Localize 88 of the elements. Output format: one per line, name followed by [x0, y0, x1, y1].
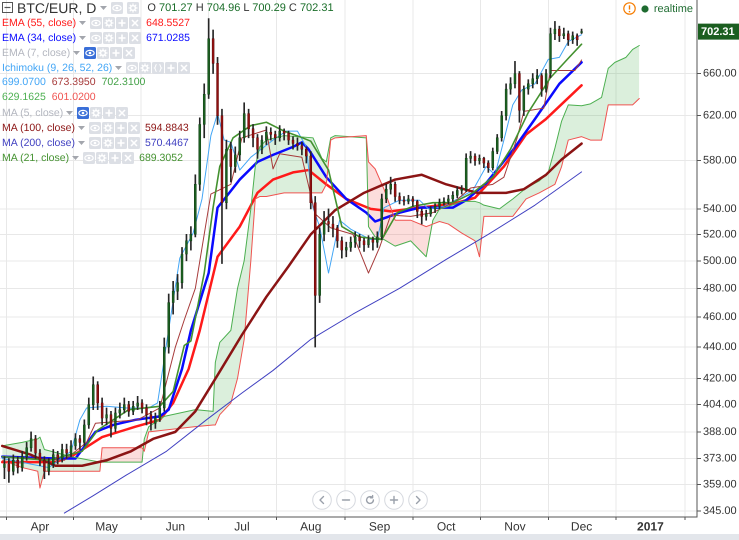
candlestick [518, 71, 521, 123]
candlestick [74, 433, 77, 450]
candlestick [180, 247, 184, 289]
candlestick [150, 410, 152, 430]
candlestick [327, 208, 330, 232]
y-tick-label: 359.00 [703, 478, 737, 490]
candlestick [438, 198, 441, 210]
candlestick [296, 137, 299, 151]
y-tick-label: 345.00 [703, 505, 737, 518]
annotation: 699.0700 [2, 75, 46, 90]
x-tick-label: Oct [436, 520, 456, 534]
candlestick [287, 130, 290, 145]
annotation: 594.8843 [144, 122, 189, 134]
candlestick [398, 192, 401, 204]
annotation: realtime [654, 2, 693, 14]
candlestick [3, 456, 6, 479]
x-tick-label: Jun [166, 520, 186, 534]
text: MA (100, close) [2, 122, 75, 134]
candlestick [554, 21, 556, 40]
candlestick [140, 399, 144, 414]
candlestick [70, 440, 72, 457]
text: EMA (34, close) [2, 32, 76, 44]
annotation: 629.1625 [2, 90, 46, 105]
candlestick [407, 194, 410, 204]
x-tick-label: May [95, 520, 118, 534]
x-tick-label: 2017 [637, 520, 664, 534]
candlestick [402, 196, 406, 206]
text: MA (21, close) [2, 152, 70, 164]
candlestick [252, 124, 254, 148]
candlestick [185, 234, 188, 262]
y-tick-label: 580.00 [703, 154, 737, 167]
candlestick [220, 108, 224, 264]
candlestick [292, 136, 294, 150]
candlestick [34, 435, 37, 459]
x-tick-label: Dec [570, 520, 592, 534]
text: MA (200, close) [2, 136, 75, 148]
candlestick [509, 77, 512, 95]
y-tick-label: 620.00 [703, 110, 737, 122]
candlestick [216, 57, 219, 125]
candlestick [478, 154, 481, 165]
candlestick [114, 408, 117, 432]
candlestick [256, 134, 259, 159]
annotation: 689.3052 [139, 152, 183, 164]
x-tick-label: Apr [30, 520, 50, 534]
annotation: 601.0200 [52, 90, 96, 105]
annotation: 702.31 [701, 26, 735, 38]
x-tick-label: Jul [234, 520, 250, 534]
y-tick-label: 500.00 [703, 254, 737, 267]
text: EMA (55, close) [2, 16, 76, 28]
chart-subtitle: O 701.27 H 704.96 L 700.29 C 702.31 [147, 2, 334, 14]
chart-title: BTC/EUR, D [17, 0, 96, 16]
annotation: 671.0285 [146, 32, 190, 44]
candlestick [260, 135, 264, 154]
y-tick-label: 420.00 [703, 372, 737, 384]
y-tick-label: 540.00 [703, 202, 737, 215]
legend-label: MA (5, close) [2, 106, 64, 118]
y-tick-label: 388.00 [703, 426, 737, 438]
y-tick-label: 480.00 [703, 282, 737, 294]
candlestick [367, 235, 370, 248]
candlestick [474, 153, 476, 166]
x-tick-label: Nov [504, 520, 526, 534]
candlestick [110, 410, 112, 438]
annotation: 673.3950 [52, 75, 96, 90]
candlestick [105, 408, 108, 426]
candlestick [362, 238, 366, 252]
y-tick-label: 404.00 [703, 398, 737, 411]
y-tick-label: 660.00 [703, 68, 737, 80]
x-tick-label: Sep [368, 520, 391, 534]
legend-label: EMA (7, close) [2, 46, 70, 58]
x-tick-label: Aug [300, 520, 322, 534]
candlestick [580, 28, 583, 34]
y-tick-label: 373.00 [703, 452, 737, 464]
candlestick [145, 404, 148, 426]
annotation: 648.5527 [146, 16, 190, 28]
candlestick [544, 69, 548, 93]
annotation: 570.4467 [144, 136, 189, 148]
text: Ichimoku (9, 26, 52, 26) [2, 62, 112, 74]
candlestick [30, 432, 32, 452]
candlestick [549, 28, 552, 78]
candlestick [434, 204, 436, 213]
y-tick-label: 460.00 [703, 311, 737, 324]
candlestick [332, 216, 334, 238]
candlestick [442, 197, 446, 206]
y-tick-label: 440.00 [703, 341, 737, 354]
candlestick [514, 61, 516, 88]
y-tick-label: 520.00 [703, 228, 737, 240]
annotation: 702.3100 [102, 75, 146, 90]
candlestick [176, 274, 179, 300]
